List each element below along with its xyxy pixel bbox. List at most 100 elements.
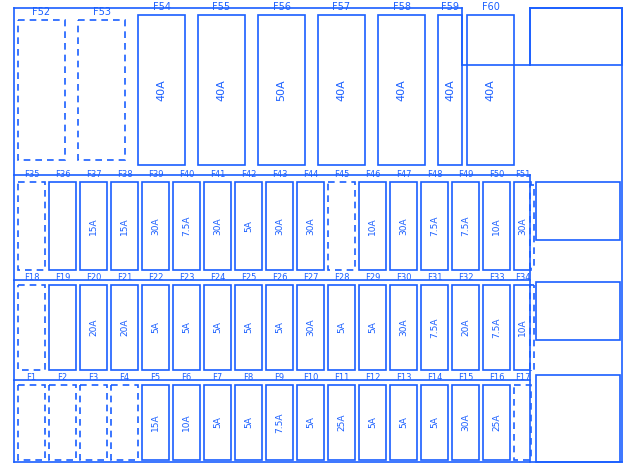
Bar: [536, 282, 620, 340]
Bar: [297, 285, 324, 370]
Text: 15A: 15A: [151, 414, 160, 431]
Text: F1: F1: [27, 373, 36, 382]
Bar: [421, 182, 448, 270]
Text: F57: F57: [333, 2, 350, 12]
Bar: [18, 385, 45, 460]
Bar: [266, 385, 293, 460]
Text: 5A: 5A: [399, 417, 408, 428]
Text: F8: F8: [244, 373, 254, 382]
Bar: [204, 182, 231, 270]
Text: F32: F32: [458, 273, 473, 282]
Text: F13: F13: [396, 373, 411, 382]
Text: 40A: 40A: [156, 79, 167, 101]
Text: 7.5A: 7.5A: [430, 216, 439, 236]
Text: 40A: 40A: [485, 79, 495, 101]
Text: 10A: 10A: [518, 319, 527, 337]
Text: 30A: 30A: [399, 217, 408, 235]
Text: 5A: 5A: [244, 220, 253, 232]
Bar: [514, 285, 531, 370]
Text: F5: F5: [151, 373, 160, 382]
Text: 7.5A: 7.5A: [430, 317, 439, 338]
Text: F44: F44: [303, 170, 318, 179]
Bar: [452, 285, 479, 370]
Bar: [235, 385, 262, 460]
Text: F25: F25: [241, 273, 256, 282]
Text: 10A: 10A: [182, 414, 191, 431]
Bar: [514, 385, 531, 460]
Text: 40A: 40A: [396, 79, 406, 101]
Text: F52: F52: [32, 7, 51, 17]
Text: F7: F7: [212, 373, 223, 382]
Text: F17: F17: [515, 373, 530, 382]
Bar: [142, 385, 169, 460]
Bar: [359, 285, 386, 370]
Text: F19: F19: [55, 273, 70, 282]
Text: 5A: 5A: [213, 321, 222, 333]
Text: 30A: 30A: [213, 217, 222, 235]
Bar: [18, 285, 45, 370]
Text: F49: F49: [458, 170, 473, 179]
Bar: [142, 182, 169, 270]
Text: F4: F4: [120, 373, 130, 382]
Bar: [49, 285, 76, 370]
Bar: [173, 385, 200, 460]
Text: 30A: 30A: [461, 414, 470, 431]
Text: 25A: 25A: [492, 414, 501, 431]
Text: F33: F33: [488, 273, 504, 282]
Text: F45: F45: [334, 170, 349, 179]
Text: F43: F43: [272, 170, 287, 179]
Text: F53: F53: [92, 7, 111, 17]
Bar: [536, 182, 620, 240]
Text: 7.5A: 7.5A: [275, 412, 284, 433]
Text: 30A: 30A: [306, 319, 315, 337]
Bar: [18, 20, 65, 160]
Bar: [483, 385, 510, 460]
Bar: [514, 182, 531, 270]
Text: 10A: 10A: [368, 217, 377, 235]
Text: F48: F48: [427, 170, 442, 179]
Bar: [204, 285, 231, 370]
Bar: [80, 182, 107, 270]
Text: F58: F58: [392, 2, 410, 12]
Text: F18: F18: [24, 273, 39, 282]
Bar: [111, 182, 138, 270]
Bar: [80, 285, 107, 370]
Text: F38: F38: [116, 170, 132, 179]
Text: 40A: 40A: [216, 79, 226, 101]
Text: F10: F10: [303, 373, 318, 382]
Bar: [173, 182, 200, 270]
Text: 10A: 10A: [492, 217, 501, 235]
Text: F6: F6: [181, 373, 191, 382]
Text: 7.5A: 7.5A: [461, 216, 470, 236]
Bar: [359, 385, 386, 460]
Bar: [536, 375, 620, 462]
Text: 5A: 5A: [182, 321, 191, 333]
Bar: [138, 15, 185, 165]
Text: 5A: 5A: [368, 417, 377, 428]
Text: 5A: 5A: [275, 321, 284, 333]
Text: F22: F22: [148, 273, 163, 282]
Text: F28: F28: [334, 273, 349, 282]
Text: F56: F56: [272, 2, 291, 12]
Bar: [530, 185, 534, 268]
Text: F59: F59: [441, 2, 459, 12]
Bar: [452, 182, 479, 270]
Text: F20: F20: [86, 273, 101, 282]
Bar: [266, 182, 293, 270]
Bar: [438, 15, 462, 165]
Text: F31: F31: [427, 273, 442, 282]
Text: 20A: 20A: [89, 319, 98, 336]
Bar: [359, 182, 386, 270]
Text: 5A: 5A: [244, 417, 253, 428]
Bar: [173, 285, 200, 370]
Text: F39: F39: [148, 170, 163, 179]
Bar: [328, 385, 355, 460]
Text: 30A: 30A: [275, 217, 284, 235]
Bar: [530, 8, 622, 65]
Text: 40A: 40A: [445, 79, 455, 101]
Text: 15A: 15A: [120, 217, 129, 235]
Text: 20A: 20A: [461, 319, 470, 336]
Text: F40: F40: [179, 170, 194, 179]
Bar: [111, 385, 138, 460]
Text: 5A: 5A: [430, 417, 439, 428]
